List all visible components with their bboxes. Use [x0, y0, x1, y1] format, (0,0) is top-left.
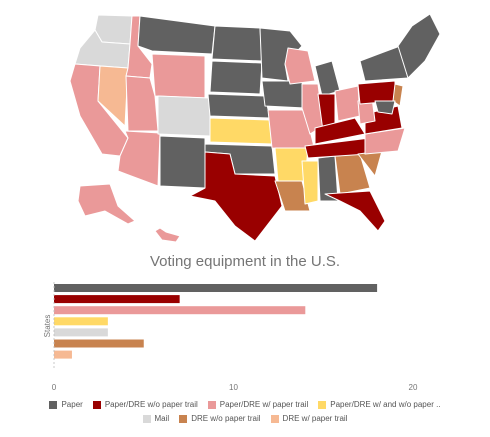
state-iowa[interactable] — [261, 80, 306, 109]
legend-label: DRE w/ paper trail — [282, 414, 348, 423]
legend-label: Paper/DRE w/ paper trail — [219, 400, 309, 409]
legend-item[interactable]: Paper/DRE w/ paper trail — [207, 400, 309, 409]
bar-2[interactable] — [54, 306, 306, 315]
legend-row: Mail DRE w/o paper trail DRE w/ paper trai… — [0, 414, 490, 423]
state-montana[interactable] — [137, 15, 216, 55]
legend-item[interactable]: Paper/DRE w/o paper trail — [92, 400, 198, 409]
legend-swatch — [270, 414, 279, 423]
state-north-dakota[interactable] — [211, 25, 263, 62]
legend-label: DRE w/o paper trail — [191, 414, 261, 423]
legend-swatch — [92, 400, 101, 409]
legend-row: Paper Paper/DRE w/o paper trail Paper/DRE … — [0, 400, 490, 409]
us-map — [40, 6, 460, 246]
state-new-jersey[interactable] — [392, 83, 404, 107]
state-louisiana[interactable] — [274, 180, 311, 212]
bar-0[interactable] — [54, 284, 378, 292]
legend-swatch — [142, 414, 151, 423]
legend-label: Paper/DRE w/ and w/o paper .. — [330, 400, 441, 409]
bar-4[interactable] — [54, 328, 108, 337]
bars-group — [54, 284, 378, 359]
bar-5[interactable] — [54, 339, 144, 348]
legend-swatch — [49, 400, 58, 409]
legend-swatch — [207, 400, 216, 409]
legend-label: Paper/DRE w/o paper trail — [104, 400, 198, 409]
x-axis-ticks: 0 10 20 — [52, 383, 418, 392]
state-florida[interactable] — [324, 190, 386, 232]
us-map-svg — [69, 13, 441, 243]
legend-item[interactable]: Mail — [142, 414, 170, 423]
state-south-dakota[interactable] — [209, 60, 263, 95]
bar-6[interactable] — [54, 350, 72, 359]
legend-swatch — [318, 400, 327, 409]
legend-item[interactable]: DRE w/o paper trail — [179, 414, 261, 423]
state-nevada[interactable] — [97, 65, 129, 127]
legend-item[interactable]: DRE w/ paper trail — [270, 414, 348, 423]
state-kansas[interactable] — [209, 117, 273, 145]
x-tick-label: 10 — [229, 383, 238, 392]
state-alaska[interactable] — [77, 183, 136, 225]
state-new-mexico[interactable] — [159, 135, 206, 189]
legend-label: Mail — [154, 414, 170, 423]
legend-label: Paper — [61, 400, 83, 409]
state-texas[interactable] — [189, 151, 283, 242]
state-mississippi[interactable] — [301, 160, 319, 205]
state-wyoming[interactable] — [151, 53, 206, 99]
bar-1[interactable] — [54, 295, 180, 304]
bar-chart: 0 10 20 States — [43, 282, 418, 392]
x-tick-label: 0 — [52, 383, 57, 392]
x-tick-label: 20 — [409, 383, 418, 392]
chart-title: Voting equipment in the U.S. — [149, 253, 341, 270]
state-colorado[interactable] — [157, 95, 211, 137]
y-axis-label: States — [43, 315, 52, 338]
state-maryland[interactable] — [374, 100, 396, 115]
legend: Paper Paper/DRE w/o paper trail Paper/DRE … — [0, 400, 490, 428]
state-new-england[interactable] — [397, 13, 441, 79]
legend-swatch — [179, 414, 188, 423]
state-ohio[interactable] — [334, 85, 361, 122]
state-hawaii[interactable] — [154, 227, 181, 243]
state-nebraska[interactable] — [207, 93, 271, 119]
bar-3[interactable] — [54, 317, 108, 326]
legend-item[interactable]: Paper — [49, 400, 83, 409]
legend-item[interactable]: Paper/DRE w/ and w/o paper .. — [318, 400, 441, 409]
state-wisconsin[interactable] — [284, 47, 316, 85]
state-utah[interactable] — [125, 75, 159, 132]
